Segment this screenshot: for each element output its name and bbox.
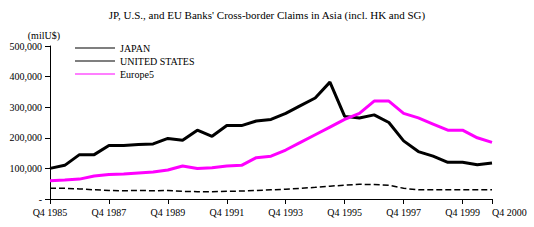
svg-text:400,000: 400,000 [10, 71, 43, 82]
svg-text:Europe5: Europe5 [120, 69, 154, 80]
svg-text:-: - [39, 194, 42, 205]
svg-text:Q4 1993: Q4 1993 [268, 207, 303, 218]
svg-text:100,000: 100,000 [10, 163, 43, 174]
svg-text:Q4 1989: Q4 1989 [150, 207, 185, 218]
svg-text:500,000: 500,000 [10, 41, 43, 52]
svg-text:Q4 1987: Q4 1987 [92, 207, 127, 218]
svg-text:Q4 1991: Q4 1991 [209, 207, 244, 218]
svg-text:UNITED STATES: UNITED STATES [120, 56, 194, 67]
svg-text:200,000: 200,000 [10, 132, 43, 143]
svg-text:Q4 1985: Q4 1985 [33, 207, 68, 218]
svg-text:JP, U.S., and EU Banks' Cross-: JP, U.S., and EU Banks' Cross-border Cla… [109, 9, 426, 22]
svg-text:Q4 1995: Q4 1995 [327, 207, 362, 218]
svg-text:(milU$): (milU$) [27, 29, 60, 41]
svg-text:300,000: 300,000 [10, 102, 43, 113]
svg-text:JAPAN: JAPAN [120, 43, 150, 54]
svg-text:Q4 2000: Q4 2000 [492, 207, 527, 218]
svg-text:Q4 1997: Q4 1997 [386, 207, 421, 218]
svg-text:Q4 1999: Q4 1999 [445, 207, 480, 218]
